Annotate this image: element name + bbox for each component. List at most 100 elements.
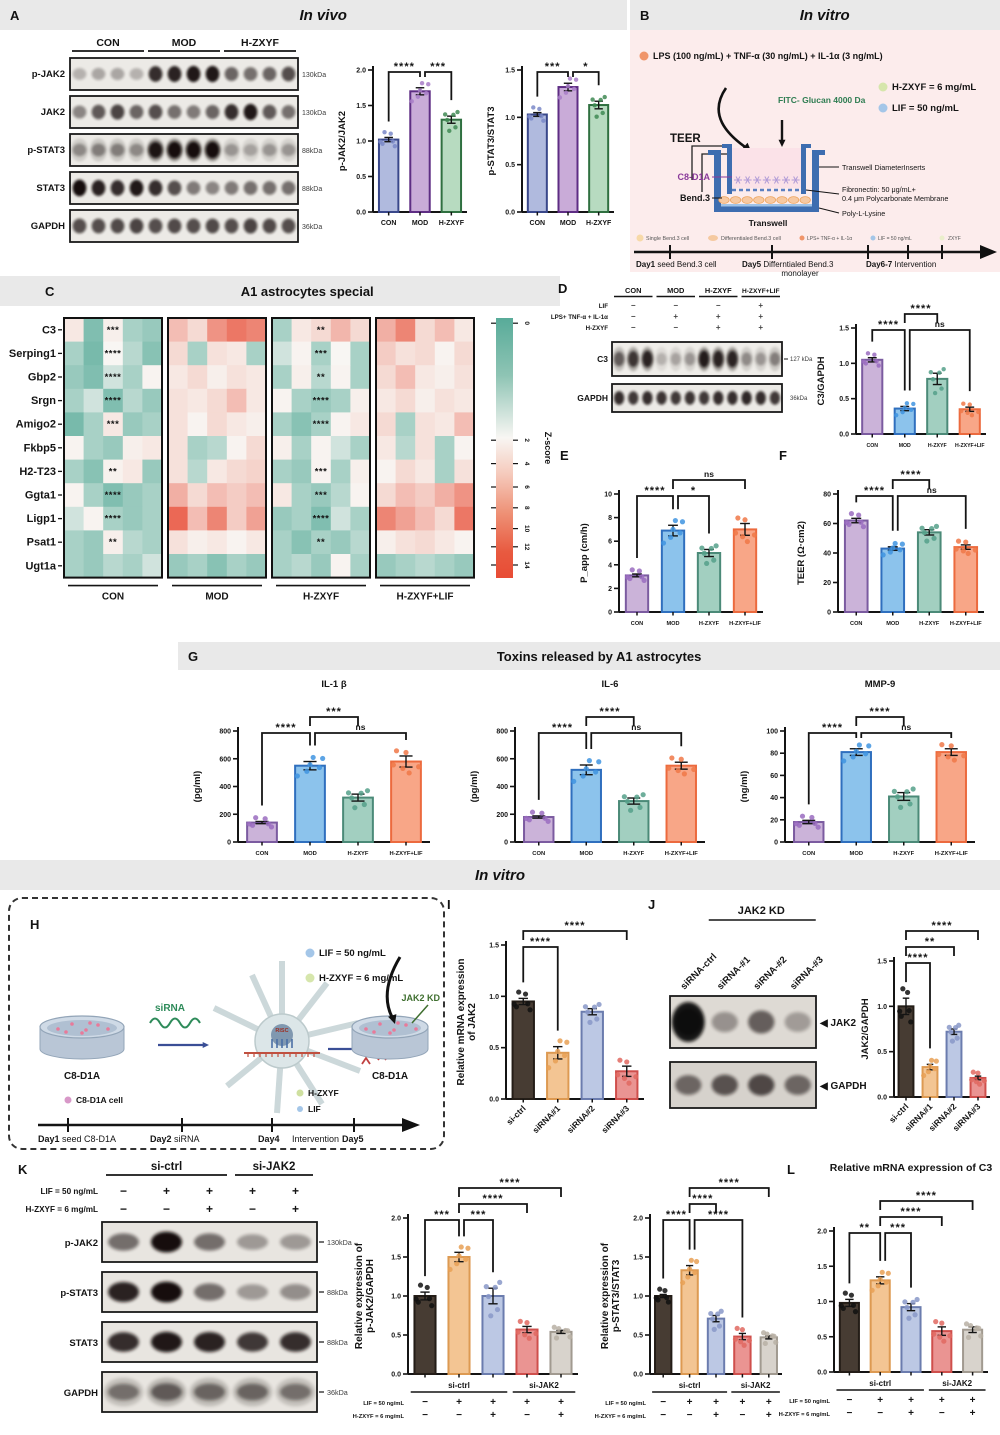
svg-text:H-ZXYF: H-ZXYF [699,621,720,627]
svg-text:1.0: 1.0 [356,139,366,146]
svg-text:Amigo2: Amigo2 [16,419,56,431]
svg-text:si-ctrl: si-ctrl [679,1381,701,1390]
svg-text:FITC- Glucan 4000 Da: FITC- Glucan 4000 Da [778,95,866,105]
svg-text:+: + [758,312,763,321]
svg-text:C8-D1A: C8-D1A [677,172,710,182]
svg-text:0.5: 0.5 [633,1333,643,1340]
svg-text:CON: CON [802,851,815,857]
svg-text:Day6-7 Intervention: Day6-7 Intervention [866,260,936,269]
svg-text:**: ** [109,537,117,548]
svg-text:0.5: 0.5 [391,1333,401,1340]
svg-text:0.4 μm Polycarbonate Membrane: 0.4 μm Polycarbonate Membrane [842,194,948,203]
svg-text:H-ZXYF = 6 mg/mL: H-ZXYF = 6 mg/mL [892,82,976,93]
svg-text:+: + [766,1410,772,1421]
svg-text:LIF = 50 ng/mL: LIF = 50 ng/mL [605,1401,646,1407]
svg-text:****: **** [313,396,330,407]
svg-text:***: *** [107,325,120,336]
svg-text:si-JAK2: si-JAK2 [253,1161,296,1173]
svg-text:40: 40 [770,795,778,802]
svg-text:p-STAT3: p-STAT3 [27,145,65,156]
chart-c3-gapdh: C3/GAPDH 0.0 0.5 1.0 1.5 **** **** ns CON MOD H-ZX… [812,286,994,456]
svg-text:0: 0 [827,610,831,617]
svg-text:Day2 siRNA: Day2 siRNA [150,1134,200,1144]
svg-text:+: + [713,1397,719,1408]
svg-text:130kDa: 130kDa [327,1238,352,1247]
svg-text:***: *** [315,490,328,501]
svg-text:IL-6: IL-6 [602,679,619,690]
svg-text:+: + [524,1397,530,1408]
svg-text:−: − [846,1395,852,1406]
svg-text:−: − [524,1410,530,1421]
svg-text:Relative mRNA expression of C3: Relative mRNA expression of C3 [830,1162,993,1174]
svg-text:−: − [422,1397,428,1408]
svg-text:Relative mRNA expression: Relative mRNA expression [456,959,467,1086]
svg-text:****: **** [105,514,122,525]
panel-b-letter: B [640,7,650,23]
svg-text:siRNA-ctrl: siRNA-ctrl [679,951,720,992]
svg-text:Srgn: Srgn [31,395,56,407]
panel-a-header: A In vivo [0,0,627,30]
svg-text:***: *** [545,61,561,73]
svg-text:C3: C3 [42,324,56,336]
svg-text:****: **** [275,722,296,734]
panel-h-diagram: H LIF = 50 ng/mL H-ZXYF = 6 mg/mL C8-D1A siR… [8,897,445,1150]
svg-text:H-ZXYF: H-ZXYF [586,325,609,332]
svg-text:0: 0 [774,840,778,847]
svg-text:+: + [206,1202,213,1216]
svg-text:****: **** [822,722,843,734]
chart-pstat3-stat3: p-STAT3/STAT3 0.0 0.5 1.0 1.5 *** * CON MOD H-ZXY… [482,44,622,234]
svg-text:1.5: 1.5 [877,959,887,966]
svg-text:−: − [716,301,721,310]
panel-c-header: C A1 astrocytes special [0,276,560,306]
svg-text:p-JAK2: p-JAK2 [32,69,65,80]
svg-text:200: 200 [219,812,231,819]
panel-g-letter: G [188,648,199,664]
svg-text:ZXYF: ZXYF [948,236,961,242]
svg-text:+: + [687,1397,693,1408]
svg-text:H-ZXYF+LIF: H-ZXYF+LIF [950,621,982,627]
panel-g-header: G Toxins released by A1 astrocytes [178,642,1000,670]
svg-text:Ligp1: Ligp1 [27,513,56,525]
svg-text:p-STAT3/STAT3: p-STAT3/STAT3 [611,1259,622,1332]
svg-text:****: **** [552,722,573,734]
svg-text:siRNA-#1: siRNA-#1 [715,954,753,992]
svg-text:−: − [660,1410,666,1421]
panel-c-letter: C [45,283,55,299]
svg-text:p-JAK2/GAPDH: p-JAK2/GAPDH [365,1259,376,1333]
svg-text:P_app (cm/h): P_app (cm/h) [579,523,590,583]
svg-text:+: + [716,312,721,321]
panel-j-letter: J [648,897,656,912]
svg-text:(pg/ml): (pg/ml) [192,771,203,803]
svg-text:****: **** [644,485,665,497]
svg-text:4: 4 [608,562,612,569]
svg-text:4: 4 [523,462,530,466]
svg-text:*: * [691,485,696,497]
svg-text:***: *** [434,1209,450,1221]
svg-text:TEER: TEER [670,133,701,145]
svg-text:8: 8 [523,506,530,510]
svg-text:6: 6 [608,539,612,546]
chart-teer: TEER (Ω·cm2) 0 20 40 60 80 **** **** ns CON MOD H-Z… [792,452,992,634]
svg-text:CON: CON [631,621,643,627]
svg-text:−: − [120,1184,127,1198]
chart-il1b: IL-1 β (pg/ml) 0 200 400 600 800 **** *** ns CON MO… [188,676,438,864]
chart-svg-l: Relative mRNA expression of C3 0.0 0.5 1.0 1… [779,1162,993,1419]
svg-text:MMP-9: MMP-9 [865,679,896,690]
svg-text:****: **** [708,1209,729,1221]
svg-text:−: − [660,1397,666,1408]
svg-text:+: + [292,1202,299,1216]
svg-text:10: 10 [523,525,530,533]
svg-text:MOD: MOD [579,851,593,857]
svg-text:LIF: LIF [308,1104,321,1114]
svg-text:Day5: Day5 [342,1134,364,1144]
panel-e-letter: E [560,448,569,463]
svg-text:+: + [490,1397,496,1408]
svg-text:1.5: 1.5 [633,1255,643,1262]
svg-text:CON: CON [256,851,269,857]
svg-text:**: ** [109,466,117,477]
chart-svg-f: TEER (Ω·cm2) 0 20 40 60 80 **** **** ns CON MOD H-Z… [796,469,984,627]
svg-text:0: 0 [227,840,231,847]
svg-text:H-ZXYF: H-ZXYF [705,286,732,295]
svg-text:+: + [249,1184,256,1198]
chart-svg-d: C3/GAPDH 0.0 0.5 1.0 1.5 **** **** ns CON MOD H-ZX… [816,303,986,449]
